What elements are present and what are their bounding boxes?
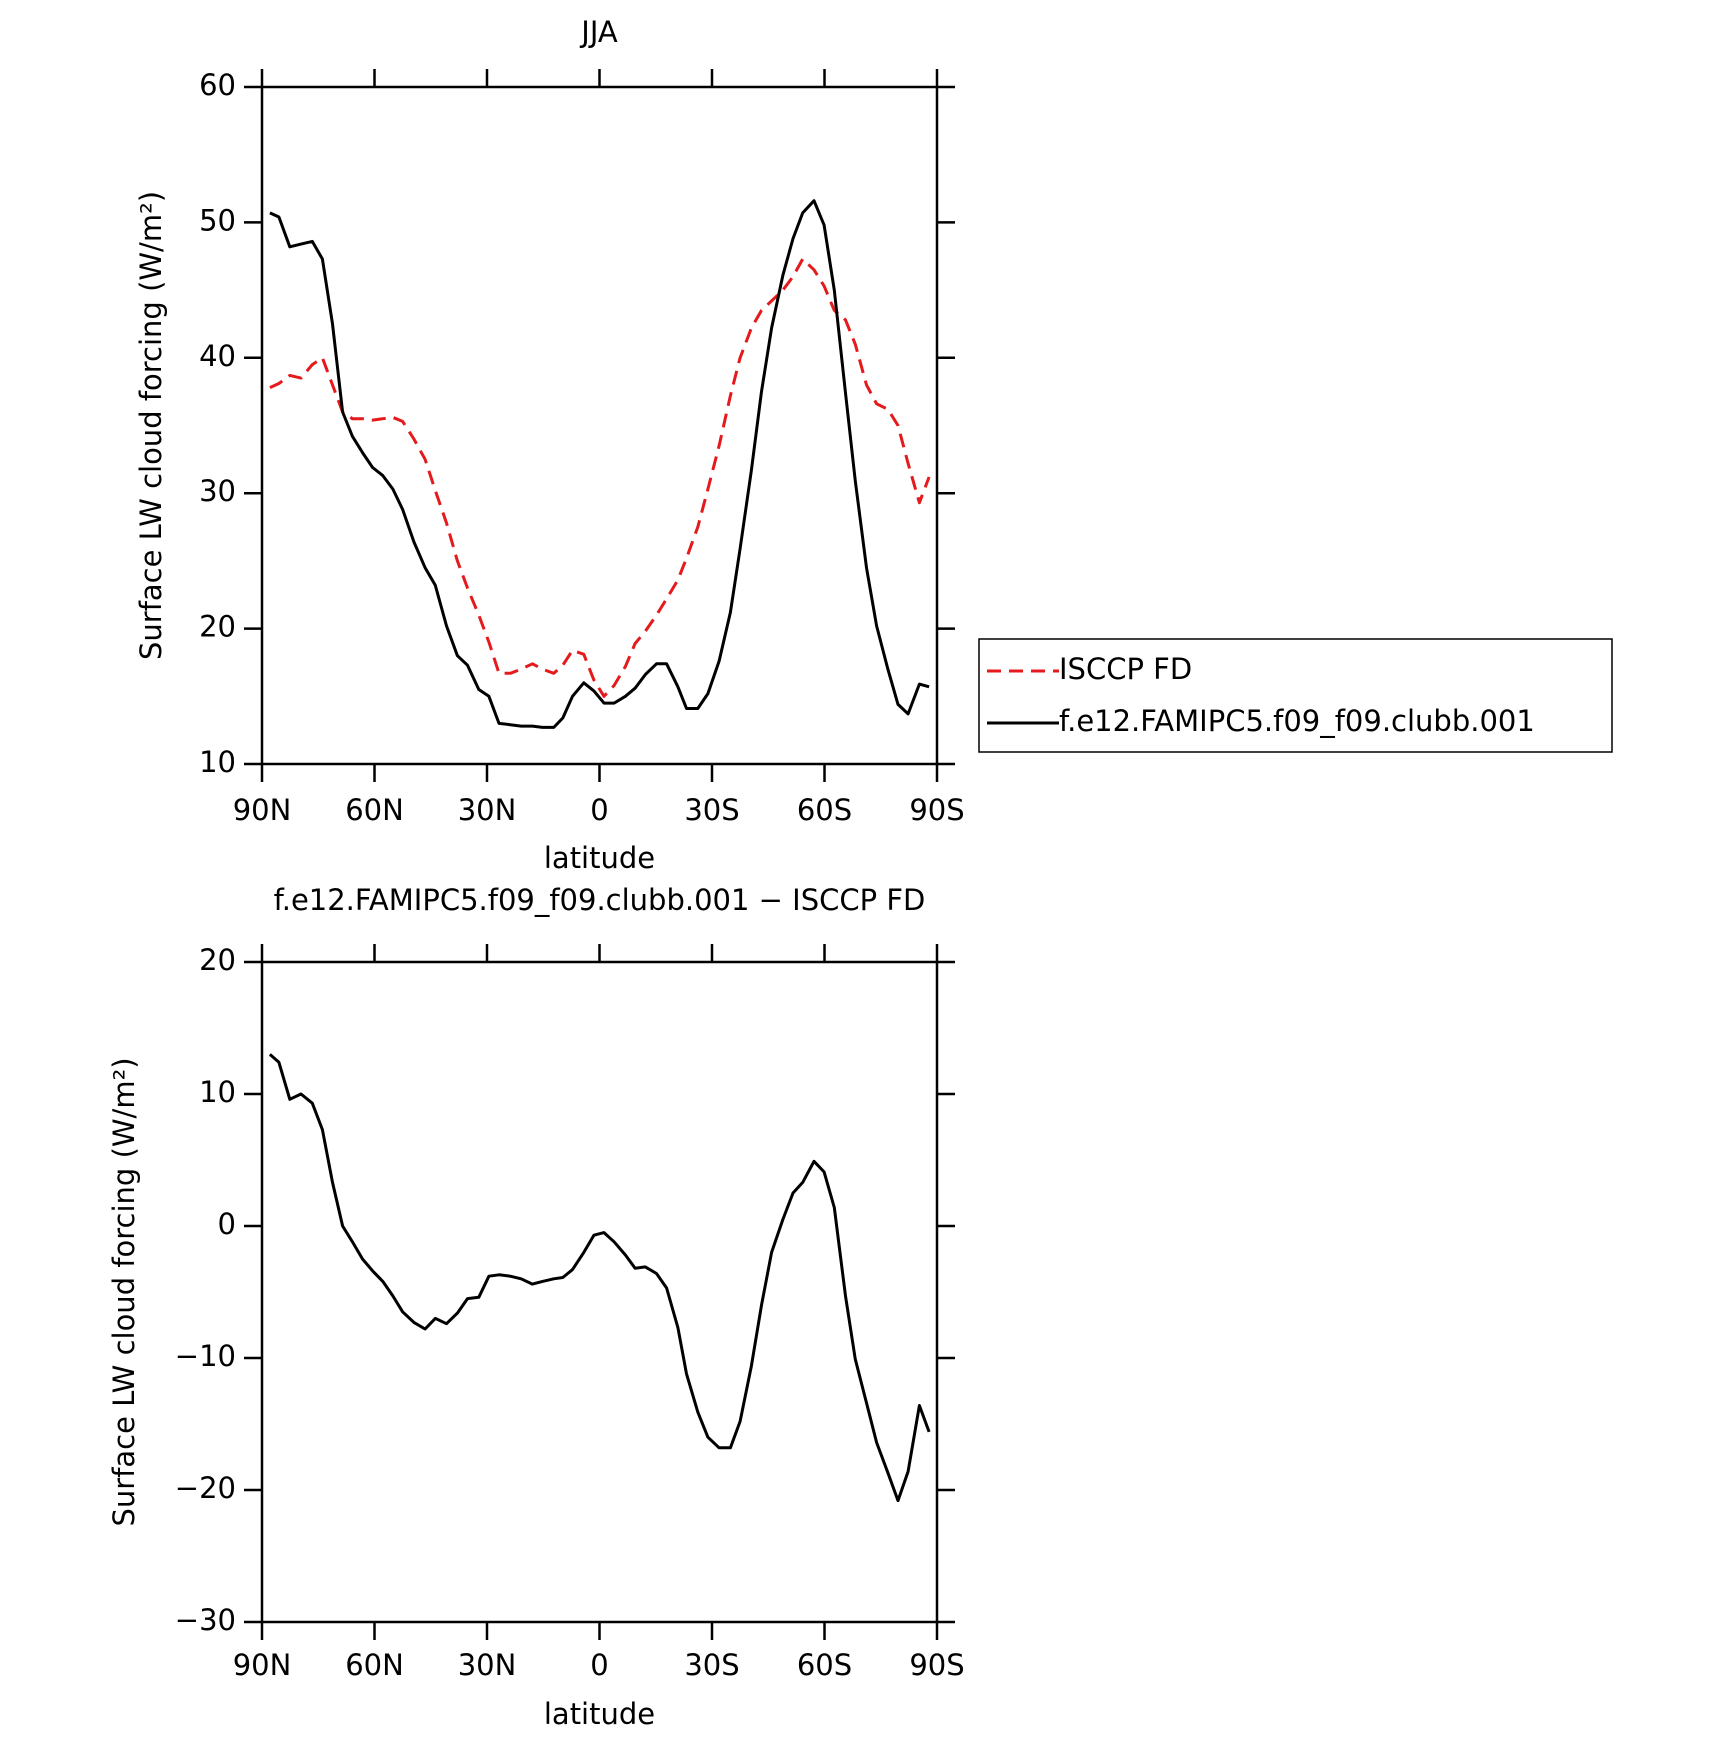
y-tick-label: 40 <box>199 339 236 373</box>
x-tick-label: 60N <box>345 1648 404 1682</box>
x-tick-label: 0 <box>590 1648 608 1682</box>
y-tick-label: −20 <box>175 1471 236 1505</box>
x-tick-label: 30N <box>458 793 517 827</box>
x-tick-label: 90S <box>909 793 964 827</box>
x-tick-label: 60S <box>797 1648 852 1682</box>
y-tick-label: 20 <box>199 610 236 644</box>
legend-label: f.e12.FAMIPC5.f09_f09.clubb.001 <box>1059 704 1535 738</box>
plot-frame <box>260 85 939 766</box>
x-tick-label: 90N <box>233 1648 292 1682</box>
data-line <box>268 1053 931 1503</box>
legend-box <box>978 638 1613 753</box>
data-line <box>269 257 931 698</box>
chart-title: f.e12.FAMIPC5.f09_f09.clubb.001 − ISCCP … <box>274 883 926 917</box>
y-tick-label: 10 <box>199 1075 236 1109</box>
x-tick-label: 60N <box>345 793 404 827</box>
y-tick-label: −30 <box>175 1603 236 1637</box>
data-line <box>269 199 930 729</box>
x-tick-label: 30S <box>684 1648 739 1682</box>
x-tick-label: 30N <box>458 1648 517 1682</box>
x-tick-label: 0 <box>590 793 608 827</box>
x-tick-label: 30S <box>684 793 739 827</box>
chart-title: JJA <box>579 15 618 49</box>
x-tick-label: 60S <box>797 793 852 827</box>
y-tick-label: 50 <box>199 203 236 237</box>
legend-label: ISCCP FD <box>1059 652 1192 686</box>
y-axis-label: Surface LW cloud forcing (W/m²) <box>134 191 168 660</box>
y-tick-label: 0 <box>218 1207 236 1241</box>
x-tick-label: 90N <box>233 793 292 827</box>
y-tick-label: 60 <box>199 68 236 102</box>
x-axis-label: latitude <box>544 841 655 875</box>
y-tick-label: −10 <box>175 1339 236 1373</box>
x-axis-label: latitude <box>544 1697 655 1731</box>
x-tick-label: 90S <box>909 1648 964 1682</box>
y-axis-label: Surface LW cloud forcing (W/m²) <box>107 1057 141 1526</box>
y-tick-label: 20 <box>199 943 236 977</box>
y-tick-label: 10 <box>199 745 236 779</box>
y-tick-label: 30 <box>199 474 236 508</box>
plot-frame <box>260 960 939 1624</box>
